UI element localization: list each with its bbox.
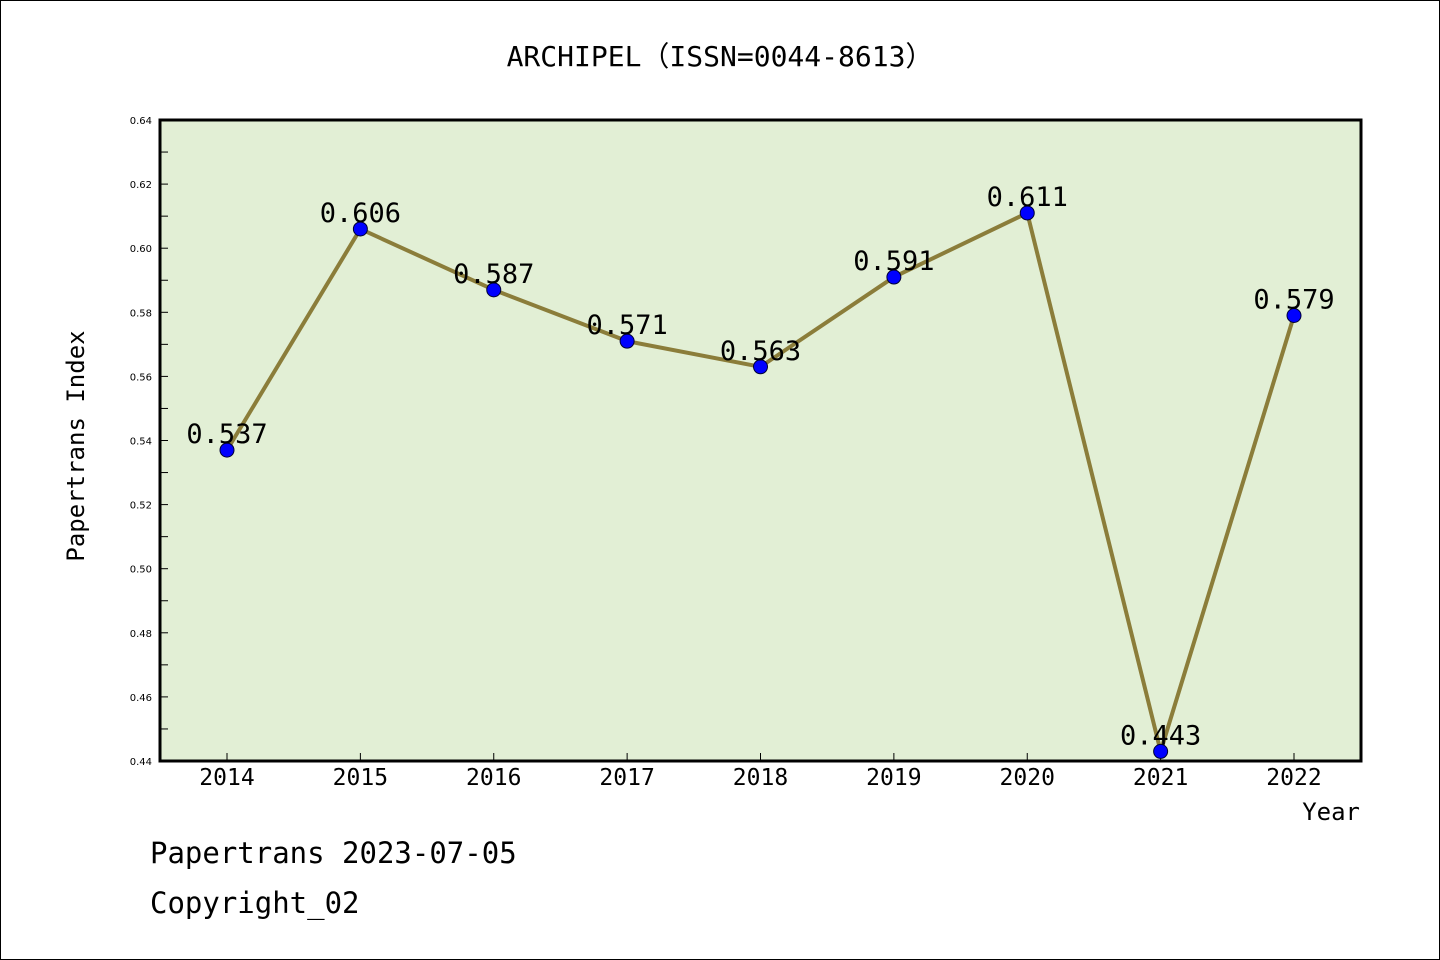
y-tick-label: 0.52 <box>130 501 152 512</box>
data-label: 0.587 <box>453 259 534 290</box>
data-label: 0.591 <box>853 246 934 277</box>
data-label: 0.606 <box>320 198 401 229</box>
y-tick-label: 0.50 <box>130 565 152 576</box>
y-tick-label: 0.58 <box>130 308 152 319</box>
x-tick-label: 2018 <box>733 765 788 791</box>
y-tick-label: 0.64 <box>130 116 152 127</box>
data-point <box>1286 308 1302 324</box>
data-point <box>753 359 768 375</box>
data-label: 0.611 <box>987 182 1068 213</box>
y-tick-label: 0.56 <box>130 372 152 383</box>
y-tick-label: 0.44 <box>130 757 152 768</box>
x-tick-label: 2015 <box>333 765 388 791</box>
data-point <box>1019 205 1035 221</box>
x-tick-label: 2014 <box>199 765 254 791</box>
data-label: 0.537 <box>186 419 267 450</box>
footer-date: Papertrans 2023-07-05 <box>150 836 517 870</box>
x-tick-label: 2019 <box>866 765 921 791</box>
data-label: 0.563 <box>720 336 801 367</box>
x-tick-label: 2021 <box>1133 765 1188 791</box>
data-label: 0.443 <box>1120 720 1201 751</box>
data-point <box>886 269 902 285</box>
plot-border <box>158 118 1363 763</box>
data-point <box>352 221 368 237</box>
data-labels: 0.537 0.606 0.587 0.571 0.563 0.591 0.611 0.443… <box>186 182 1334 751</box>
chart-title: ARCHIPEL（ISSN=0044-8613） <box>507 40 934 73</box>
footer-copyright: Copyright_02 <box>150 886 360 920</box>
data-point <box>219 442 235 458</box>
x-tick-label: 2020 <box>1000 765 1055 791</box>
data-point <box>1153 743 1169 759</box>
y-tick-label: 0.48 <box>130 629 152 640</box>
data-label: 0.579 <box>1253 285 1334 316</box>
x-axis-label: Year <box>1302 798 1360 826</box>
data-markers <box>219 205 1302 759</box>
y-tick-label: 0.54 <box>130 437 152 448</box>
data-point <box>619 333 635 349</box>
y-tick-label: 0.60 <box>130 244 152 255</box>
x-axis: 2014 2015 2016 2017 2018 2019 2020 2021 2022 <box>199 753 1322 791</box>
x-tick-label: 2016 <box>466 765 521 791</box>
x-tick-label: 2022 <box>1266 765 1321 791</box>
data-label: 0.571 <box>586 310 667 341</box>
y-tick-label: 0.46 <box>130 693 152 704</box>
x-tick-label: 2017 <box>599 765 654 791</box>
y-tick-label: 0.62 <box>130 180 152 191</box>
data-point <box>486 282 502 298</box>
y-axis-label: Papertrans Index <box>62 330 90 561</box>
